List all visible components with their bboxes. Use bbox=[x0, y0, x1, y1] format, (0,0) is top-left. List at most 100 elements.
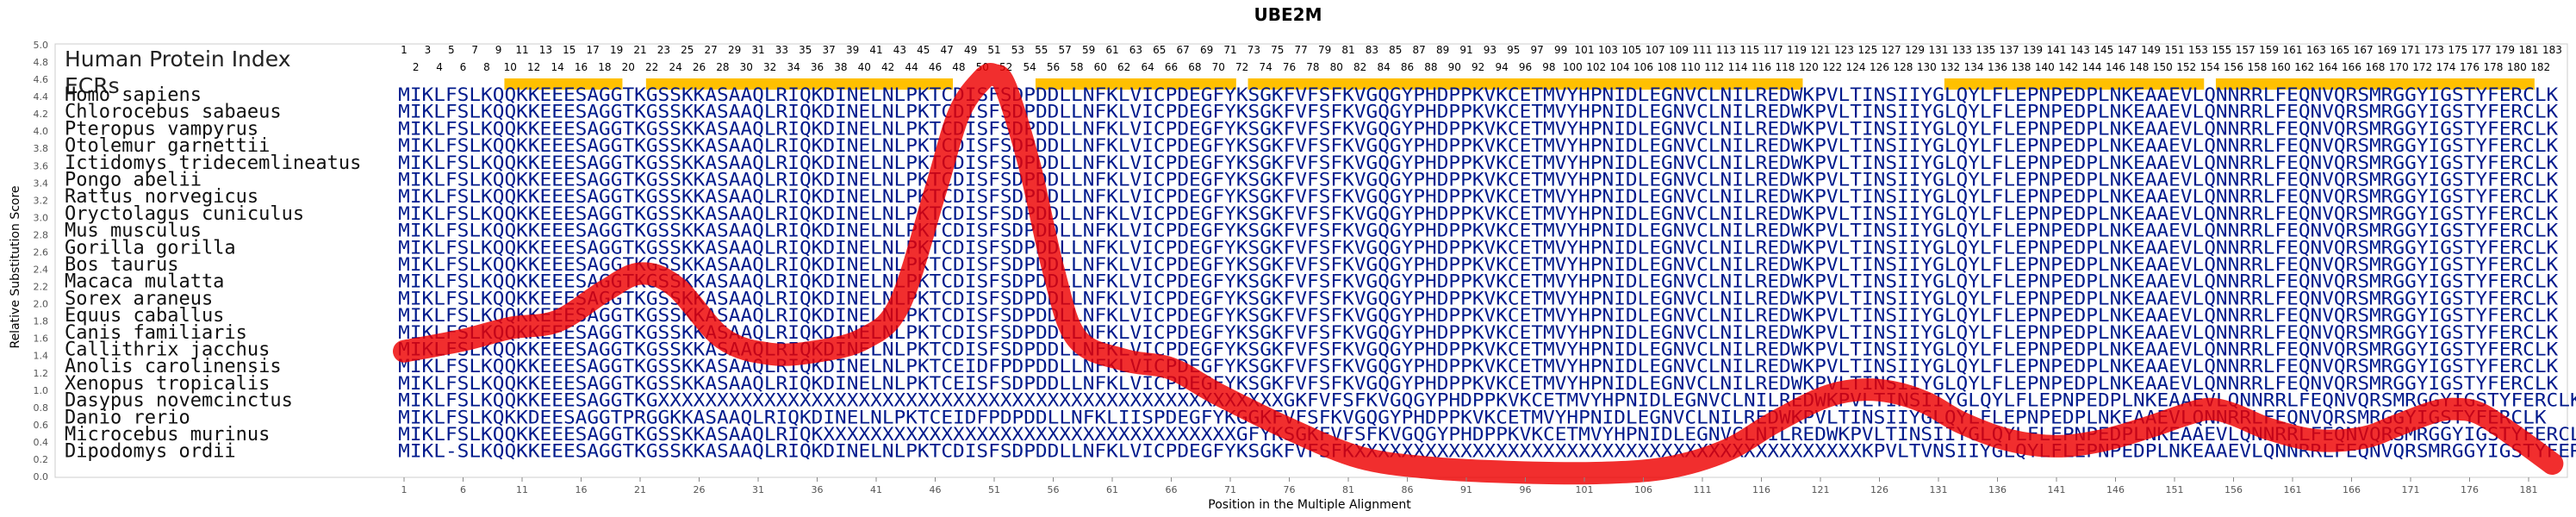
index-number: 164 bbox=[2318, 61, 2338, 73]
index-number: 109 bbox=[1669, 44, 1689, 56]
index-number: 36 bbox=[811, 61, 824, 73]
chart-title: UBE2M bbox=[1254, 4, 1322, 25]
index-number: 29 bbox=[728, 44, 741, 56]
index-number: 100 bbox=[1563, 61, 1583, 73]
index-number: 132 bbox=[1940, 61, 1960, 73]
index-number: 67 bbox=[1177, 44, 1190, 56]
species-name: Ictidomys tridecemlineatus bbox=[65, 153, 361, 174]
index-number: 118 bbox=[1775, 61, 1795, 73]
ecr-bar bbox=[1035, 78, 1236, 90]
ecr-bar bbox=[504, 78, 623, 90]
index-number: 179 bbox=[2495, 44, 2515, 56]
index-number: 33 bbox=[775, 44, 788, 56]
index-number: 130 bbox=[1917, 61, 1937, 73]
species-name: Callithrix jacchus bbox=[65, 339, 270, 361]
y-tick-label: 3.4 bbox=[34, 178, 49, 189]
sequence-row: MIKLFSLKQQKKEEESAGGTKGSSKKASAAQLRIQKDINE… bbox=[398, 221, 2558, 241]
x-tick-label: 51 bbox=[988, 484, 1000, 495]
x-tick-label: 11 bbox=[516, 484, 528, 495]
index-number: 45 bbox=[917, 44, 930, 56]
sequence-row: MIKLFSLKQQKKEEESAGGTKGSSKKASAAQLRIQKDINE… bbox=[398, 305, 2558, 326]
index-number: 101 bbox=[1575, 44, 1595, 56]
index-number: 163 bbox=[2306, 44, 2326, 56]
index-number: 107 bbox=[1646, 44, 1665, 56]
y-tick-label: 2.6 bbox=[34, 246, 49, 258]
index-number: 119 bbox=[1787, 44, 1807, 56]
index-number: 22 bbox=[645, 61, 658, 73]
index-number: 81 bbox=[1341, 44, 1354, 56]
index-number: 63 bbox=[1129, 44, 1142, 56]
species-name: Dipodomys ordii bbox=[65, 441, 236, 463]
y-tick-label: 2.2 bbox=[34, 282, 49, 293]
x-tick-label: 111 bbox=[1694, 484, 1712, 495]
index-number: 7 bbox=[471, 44, 478, 56]
index-number: 84 bbox=[1377, 61, 1390, 73]
x-tick-label: 96 bbox=[1520, 484, 1532, 495]
index-number: 166 bbox=[2342, 61, 2361, 73]
ecr-bar bbox=[1248, 78, 1803, 90]
index-number: 116 bbox=[1752, 61, 1771, 73]
x-tick-label: 171 bbox=[2402, 484, 2420, 495]
index-number: 110 bbox=[1681, 61, 1701, 73]
index-number: 122 bbox=[1822, 61, 1842, 73]
index-number: 42 bbox=[881, 61, 894, 73]
human-protein-index: 1 3 5 7 9 11 13 15 17 19 21 23 25 27 29 31 33 35 37 39 41 43 4… bbox=[401, 44, 2562, 73]
sequence-row: MIKLFSLKQQKKEEESAGGTKGSSKKASAAQLRIQKXXXX… bbox=[398, 424, 2576, 445]
species-name: Oryctolagus cuniculus bbox=[65, 203, 304, 225]
x-tick-label: 81 bbox=[1342, 484, 1354, 495]
index-number: 72 bbox=[1235, 61, 1248, 73]
index-number: 127 bbox=[1882, 44, 1901, 56]
index-number: 12 bbox=[527, 61, 540, 73]
y-tick-label: 3.0 bbox=[34, 212, 49, 223]
index-number: 90 bbox=[1448, 61, 1461, 73]
index-number: 64 bbox=[1141, 61, 1154, 73]
index-number: 60 bbox=[1094, 61, 1107, 73]
sequence-row: MIKLFSLKQQKKEEESAGGTKGSSKKASAAQLRIQKDINE… bbox=[398, 322, 2558, 343]
x-tick-label: 76 bbox=[1284, 484, 1296, 495]
index-number: 91 bbox=[1459, 44, 1472, 56]
index-number: 128 bbox=[1893, 61, 1913, 73]
x-axis-ticks: 1 6 11 16 21 26 31 36 41 46 51 56 61 66 71 76 81 86 91 96 10… bbox=[401, 477, 2538, 495]
plot-area bbox=[54, 43, 2568, 478]
index-number: 113 bbox=[1716, 44, 1736, 56]
index-number: 1 bbox=[401, 44, 408, 56]
index-number: 177 bbox=[2472, 44, 2492, 56]
index-number: 161 bbox=[2283, 44, 2303, 56]
x-tick-label: 6 bbox=[460, 484, 466, 495]
index-number: 169 bbox=[2377, 44, 2397, 56]
index-number: 158 bbox=[2247, 61, 2267, 73]
index-number: 129 bbox=[1905, 44, 1925, 56]
index-number: 87 bbox=[1413, 44, 1426, 56]
index-number: 141 bbox=[2047, 44, 2067, 56]
index-number: 59 bbox=[1082, 44, 1095, 56]
sequence-row: MIKLFSLKQQKKEEESAGGTKGSSKKASAAQLRIQKDINE… bbox=[398, 84, 2558, 105]
y-tick-label: 4.8 bbox=[34, 57, 49, 68]
index-number: 13 bbox=[539, 44, 552, 56]
y-tick-label: 0.0 bbox=[34, 471, 49, 483]
index-number: 136 bbox=[1988, 61, 2007, 73]
index-number: 134 bbox=[1964, 61, 1984, 73]
index-number: 40 bbox=[858, 61, 871, 73]
index-number: 145 bbox=[2094, 44, 2113, 56]
x-tick-label: 121 bbox=[1812, 484, 1830, 495]
index-number: 9 bbox=[495, 44, 502, 56]
x-tick-label: 176 bbox=[2461, 484, 2479, 495]
y-tick-label: 0.4 bbox=[34, 437, 49, 448]
index-number: 49 bbox=[964, 44, 977, 56]
index-number: 98 bbox=[1542, 61, 1555, 73]
x-tick-label: 86 bbox=[1402, 484, 1414, 495]
y-tick-label: 4.2 bbox=[34, 109, 49, 120]
sequence-row: MIKLFSLKQQKKEEESAGGTKGSSKKASAAQLRIQKDINE… bbox=[398, 186, 2558, 207]
x-axis-label: Position in the Multiple Alignment bbox=[1208, 498, 1411, 512]
index-number: 105 bbox=[1621, 44, 1641, 56]
index-number: 58 bbox=[1070, 61, 1083, 73]
index-number: 39 bbox=[846, 44, 859, 56]
index-number: 180 bbox=[2507, 61, 2527, 73]
index-number: 155 bbox=[2212, 44, 2231, 56]
x-tick-label: 181 bbox=[2520, 484, 2538, 495]
index-number: 176 bbox=[2460, 61, 2480, 73]
index-number: 68 bbox=[1188, 61, 1201, 73]
index-number: 114 bbox=[1728, 61, 1748, 73]
y-tick-label: 2.8 bbox=[34, 229, 49, 240]
